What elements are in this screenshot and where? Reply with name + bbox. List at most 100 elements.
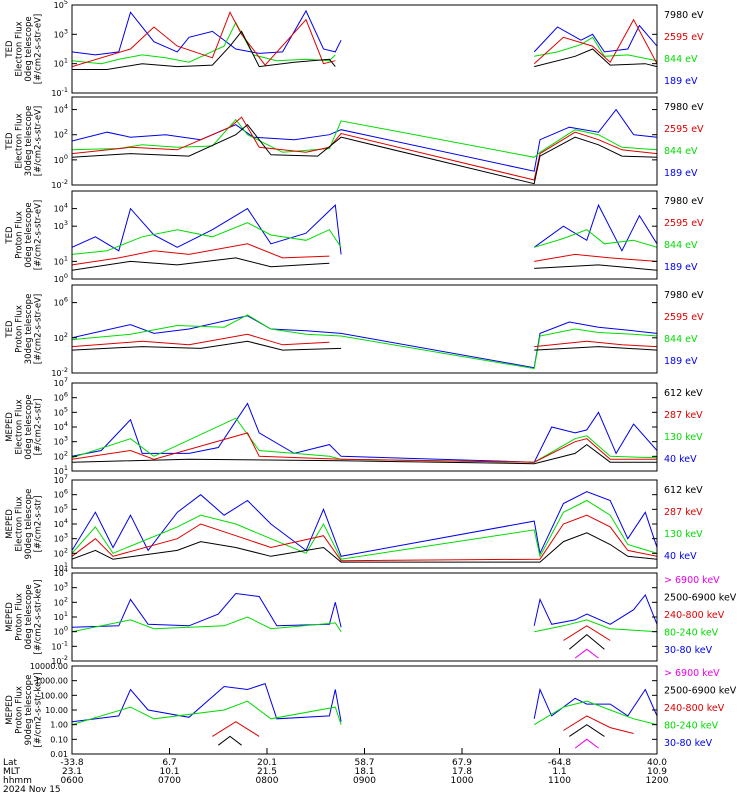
- y-axis-label: MEPED: [5, 695, 15, 725]
- y-axis-label: Proton Flux: [15, 686, 25, 734]
- legend-entry: 287 keV: [664, 507, 703, 518]
- y-axis-label: Electron Flux: [15, 496, 25, 551]
- y-axis-label: [#/cm2-s-str-eV]: [34, 106, 44, 176]
- y-axis-label: Electron Flux: [15, 113, 25, 168]
- y-tick-label: 103: [54, 581, 68, 593]
- x-row-label: hhmm: [3, 776, 32, 786]
- x-tick-label: 17.8: [452, 767, 472, 777]
- panel-frame: [71, 284, 658, 374]
- legend-entry: 7980 eV: [664, 102, 704, 113]
- series-line: [72, 682, 657, 723]
- legend-entry: > 6900 keV: [664, 575, 720, 586]
- series-line: [72, 592, 657, 628]
- legend-entry: 844 eV: [664, 54, 698, 65]
- x-tick-label: 67.9: [452, 758, 472, 768]
- y-axis-label: [#/cm2-s-str-eV]: [34, 294, 44, 364]
- panel-ted-electron-30deg: 104 102 100 10-2 TED Electron Flux 30deg teles…: [5, 96, 704, 190]
- panel-series: [72, 592, 657, 659]
- legend-entry: 612 keV: [664, 388, 703, 399]
- y-tick-label: 104: [54, 103, 68, 115]
- y-axis-label: 0deg telescope: [24, 584, 34, 649]
- legend-entry: 40 keV: [664, 551, 697, 562]
- legend-entry: 30-80 keV: [664, 645, 713, 656]
- y-tick-label: 102: [54, 331, 68, 343]
- y-tick-label: 0.01: [50, 750, 68, 759]
- legend-entry: 80-240 keV: [664, 721, 719, 732]
- x-tick-label: 1000: [451, 776, 474, 786]
- y-tick-label: 103: [54, 219, 68, 231]
- y-tick-label: 102: [54, 595, 68, 607]
- y-tick-label: 10-2: [51, 178, 68, 190]
- series-line: [72, 340, 657, 351]
- y-tick-label: 103: [54, 532, 68, 544]
- series-line: [72, 432, 657, 463]
- series-line: [72, 116, 657, 181]
- y-tick-label: 100: [54, 625, 68, 637]
- y-tick-label: 10-1: [51, 86, 68, 98]
- legend-entry: > 6900 keV: [664, 668, 720, 679]
- y-axis-label: Proton Flux: [15, 593, 25, 641]
- x-tick-label: 10.1: [159, 767, 179, 777]
- x-tick-label: 1100: [548, 776, 571, 786]
- y-axis-label: TED: [5, 132, 15, 151]
- x-tick-label: 58.7: [354, 758, 374, 768]
- legend-entry: 2500-6900 keV: [664, 686, 737, 697]
- date-label: 2024 Nov 15: [3, 785, 61, 795]
- x-tick-label: 0600: [61, 776, 84, 786]
- y-axis-label: [#/cm2-s-str-keV]: [34, 673, 44, 748]
- x-tick-label: 0800: [256, 776, 279, 786]
- panel-series: [72, 682, 657, 749]
- x-tick-label: 1200: [646, 776, 669, 786]
- y-tick-label: 101: [54, 254, 68, 266]
- panel-series: [72, 9, 657, 70]
- y-axis-label: Electron Flux: [15, 399, 25, 454]
- series-line: [72, 21, 657, 65]
- y-tick-label: 100.00: [40, 691, 68, 700]
- legend-entry: 130 keV: [664, 432, 703, 443]
- y-axis-label: 0deg telescope: [24, 16, 34, 81]
- panel-series: [72, 402, 657, 465]
- x-tick-label: 6.7: [162, 758, 176, 768]
- x-tick-label: -33.8: [60, 758, 84, 768]
- y-tick-label: 103: [54, 435, 68, 447]
- panel-ted-electron-0deg: 105 103 101 10-1 TED Electron Flux 0deg telesc…: [5, 0, 704, 98]
- panel-series: [72, 314, 657, 370]
- y-tick-label: 0.10: [50, 735, 68, 744]
- series-line: [72, 11, 657, 68]
- series-line: [72, 491, 657, 557]
- legend-entry: 189 eV: [664, 262, 698, 273]
- y-tick-label: 102: [54, 449, 68, 461]
- series-line: [72, 315, 657, 369]
- series-line: [72, 203, 657, 255]
- x-axis-labels: Lat -33.8 6.7 20.1 58.7 67.9 -64.8 40.0 MLT 23.1 1…: [3, 748, 669, 795]
- series-line: [72, 118, 657, 158]
- legend-entry: 2500-6900 keV: [664, 593, 737, 604]
- series-line: [574, 648, 599, 659]
- x-tick-label: 23.1: [62, 767, 82, 777]
- x-tick-label: 40.0: [647, 758, 667, 768]
- series-line: [72, 30, 657, 70]
- series-line: [72, 333, 657, 348]
- y-tick-label: 10000.00: [30, 662, 68, 671]
- y-axis-label: MEPED: [5, 602, 15, 632]
- legend-entry: 40 keV: [664, 454, 697, 465]
- y-tick-label: 106: [54, 296, 68, 308]
- legend-entry: 7980 eV: [664, 10, 704, 21]
- y-axis-label: [#/cm2-s-str]: [34, 496, 44, 553]
- y-tick-label: 105: [54, 0, 68, 10]
- y-axis-label: MEPED: [5, 412, 15, 442]
- x-tick-label: 0900: [353, 776, 376, 786]
- y-tick-label: 103: [54, 27, 68, 39]
- panel-frame: [71, 665, 658, 755]
- series-line: [72, 108, 657, 172]
- legend-entry: 2595 eV: [664, 32, 704, 43]
- y-axis-label: MEPED: [5, 509, 15, 539]
- legend-entry: 2595 eV: [664, 124, 704, 135]
- y-tick-label: 100: [54, 272, 68, 284]
- series-line: [72, 499, 657, 560]
- x-tick-label: 21.5: [257, 767, 277, 777]
